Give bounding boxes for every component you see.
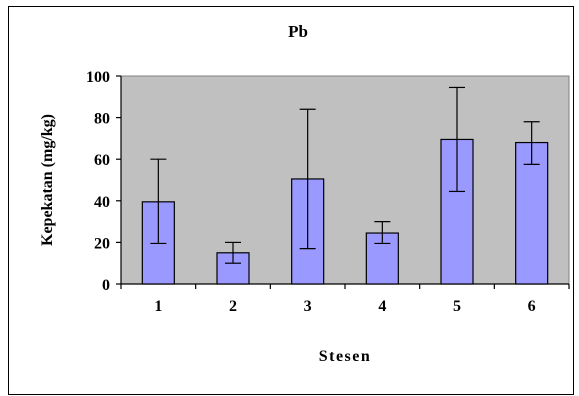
y-tick-label: 20: [94, 235, 110, 252]
x-axis: 1 2 3 4 5 6: [120, 283, 570, 315]
x-tick-label: 4: [378, 298, 386, 315]
x-tick-label: 5: [453, 298, 461, 315]
y-tick-label: 60: [94, 152, 110, 169]
x-tick-label: 6: [528, 298, 536, 315]
y-axis: 0 20 40 60 80 100: [86, 69, 122, 294]
x-tick-label: 3: [304, 298, 312, 315]
plot-area: [120, 75, 570, 285]
y-tick-label: 40: [94, 194, 110, 211]
x-tick-label: 1: [154, 298, 162, 315]
y-tick-label: 100: [86, 69, 110, 86]
x-tick-label: 2: [229, 298, 237, 315]
x-axis-label: Stesen: [319, 348, 372, 365]
error-bars: [150, 86, 540, 264]
y-tick-label: 0: [102, 277, 110, 294]
chart-title: Pb: [288, 22, 308, 41]
y-tick-label: 80: [94, 111, 110, 128]
y-axis-label: Kepekatan (mg/kg): [39, 114, 56, 246]
